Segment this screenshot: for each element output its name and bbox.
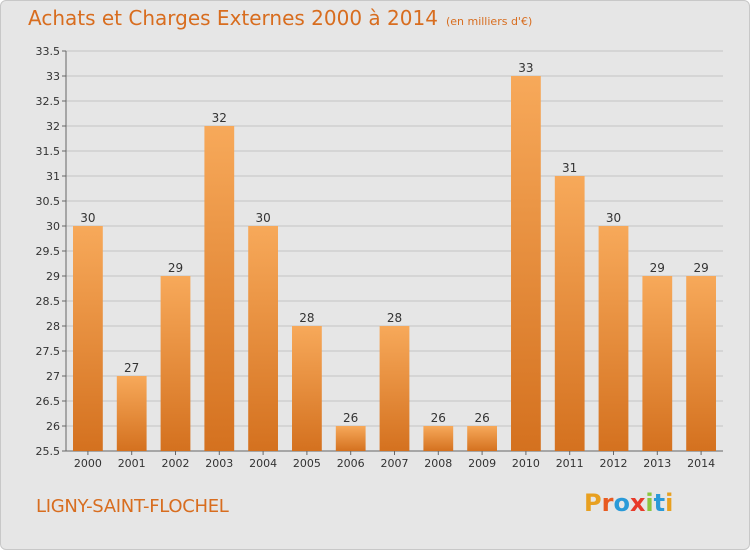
data-label: 26: [474, 411, 489, 425]
y-tick-label: 29.5: [36, 245, 61, 258]
logo-letter: x: [629, 489, 646, 517]
bar: [292, 326, 322, 451]
logo-letter: r: [601, 489, 614, 517]
data-label: 29: [168, 261, 183, 275]
data-label: 30: [80, 211, 95, 225]
data-label: 26: [431, 411, 446, 425]
y-tick-label: 32.5: [36, 95, 61, 108]
data-label: 28: [387, 311, 402, 325]
data-label: 30: [255, 211, 270, 225]
data-label: 28: [299, 311, 314, 325]
x-tick-label: 2013: [643, 457, 671, 470]
bar: [379, 326, 410, 451]
bar: [423, 426, 454, 451]
y-tick-label: 28: [46, 320, 60, 333]
y-tick-label: 25.5: [36, 445, 61, 458]
bar: [686, 276, 716, 451]
x-tick-label: 2011: [556, 457, 584, 470]
bar: [248, 226, 278, 451]
x-tick-label: 2005: [293, 457, 321, 470]
y-tick-label: 28.5: [36, 295, 61, 308]
data-label: 26: [343, 411, 358, 425]
logo-letter: P: [584, 489, 602, 517]
x-tick-label: 2006: [337, 457, 365, 470]
x-tick-label: 2001: [118, 457, 146, 470]
data-label: 29: [650, 261, 665, 275]
logo-letter: i: [645, 489, 654, 517]
bar: [204, 126, 235, 451]
bar: [73, 226, 103, 451]
data-label: 32: [212, 111, 227, 125]
x-tick-label: 2008: [424, 457, 452, 470]
proxiti-logo: Proxiti: [584, 489, 673, 517]
data-label: 27: [124, 361, 139, 375]
y-tick-label: 32: [46, 120, 60, 133]
y-tick-label: 26: [46, 420, 60, 433]
y-tick-label: 29: [46, 270, 60, 283]
y-tick-label: 31.5: [36, 145, 61, 158]
bar: [511, 76, 541, 451]
y-tick-label: 27.5: [36, 345, 61, 358]
commune-name: LIGNY-SAINT-FLOCHEL: [36, 496, 229, 517]
y-tick-label: 26.5: [36, 395, 61, 408]
data-label: 33: [518, 61, 533, 75]
data-label: 29: [693, 261, 708, 275]
title-unit: (en milliers d'€): [445, 15, 533, 28]
x-tick-label: 2012: [600, 457, 628, 470]
x-tick-label: 2004: [249, 457, 277, 470]
bar: [116, 376, 147, 451]
y-tick-label: 30: [46, 220, 60, 233]
y-tick-label: 33: [46, 70, 60, 83]
data-label: 31: [562, 161, 577, 175]
x-tick-label: 2003: [205, 457, 233, 470]
bar: [642, 276, 673, 451]
x-tick-label: 2009: [468, 457, 496, 470]
x-tick-label: 2010: [512, 457, 540, 470]
logo-letter: t: [653, 489, 666, 517]
bar: [554, 176, 585, 451]
bar: [335, 426, 366, 451]
logo-letter: o: [613, 489, 630, 517]
x-tick-label: 2000: [74, 457, 102, 470]
y-tick-label: 31: [46, 170, 60, 183]
bar: [598, 226, 629, 451]
y-tick-label: 27: [46, 370, 60, 383]
data-label: 30: [606, 211, 621, 225]
x-tick-label: 2007: [381, 457, 409, 470]
x-tick-label: 2014: [687, 457, 715, 470]
x-tick-label: 2002: [162, 457, 190, 470]
chart-title: Achats et Charges Externes 2000 à 2014 (e…: [28, 6, 532, 30]
y-tick-label: 30.5: [36, 195, 61, 208]
bar: [467, 426, 497, 451]
bar: [160, 276, 191, 451]
logo-letter: i: [665, 489, 674, 517]
title-text: Achats et Charges Externes 2000 à 2014: [28, 6, 438, 30]
y-tick-label: 33.5: [36, 45, 61, 58]
